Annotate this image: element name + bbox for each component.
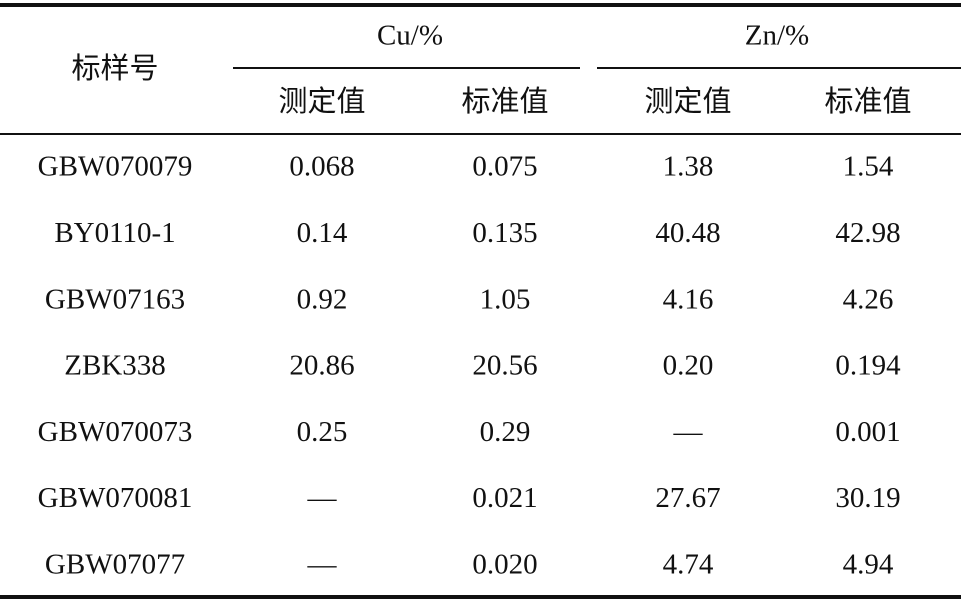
sample-id: ZBK338 xyxy=(64,350,166,382)
cell-value: 4.94 xyxy=(843,548,894,580)
cell-value: 0.20 xyxy=(663,350,714,382)
column-header: 测定值 xyxy=(278,84,365,118)
cell-value: 4.26 xyxy=(843,283,894,315)
sample-id: GBW07077 xyxy=(45,548,185,580)
cell-value: 0.001 xyxy=(835,416,900,448)
cell-value: 0.92 xyxy=(297,283,348,315)
cell-value: 42.98 xyxy=(835,217,900,249)
cell-value: 0.25 xyxy=(297,416,348,448)
group-header: Zn/% xyxy=(745,20,809,52)
column-header: 标准值 xyxy=(824,84,911,118)
cell-value: — xyxy=(307,548,338,580)
cell-value: 4.16 xyxy=(663,283,714,315)
sample-id: GBW070079 xyxy=(38,151,193,183)
cell-value: — xyxy=(673,416,704,448)
cell-value: 40.48 xyxy=(655,217,720,249)
cell-value: 0.020 xyxy=(472,548,537,580)
cell-value: 1.38 xyxy=(663,151,714,183)
group-header: Cu/% xyxy=(377,20,443,52)
sample-id: GBW070081 xyxy=(38,482,193,514)
column-header: 测定值 xyxy=(644,84,731,118)
cell-value: 20.56 xyxy=(472,350,537,382)
sample-id: GBW070073 xyxy=(38,416,193,448)
cell-value: 27.67 xyxy=(655,482,720,514)
sample-id: BY0110-1 xyxy=(54,217,175,249)
sample-id: GBW07163 xyxy=(45,283,185,315)
sample-header: 标样号 xyxy=(71,51,158,85)
cell-value: 0.194 xyxy=(835,350,901,382)
cell-value: 0.29 xyxy=(480,416,531,448)
cell-value: 1.05 xyxy=(480,283,531,315)
cell-value: 20.86 xyxy=(289,350,354,382)
cell-value: 4.74 xyxy=(663,548,714,580)
cell-value: 0.075 xyxy=(472,151,537,183)
cell-value: 0.14 xyxy=(297,217,348,249)
cell-value: 1.54 xyxy=(843,151,894,183)
cell-value: 0.021 xyxy=(472,482,537,514)
cell-value: 0.068 xyxy=(289,151,354,183)
cell-value: 30.19 xyxy=(835,482,900,514)
cell-value: 0.135 xyxy=(472,217,537,249)
column-header: 标准值 xyxy=(461,84,548,118)
cell-value: — xyxy=(307,482,338,514)
